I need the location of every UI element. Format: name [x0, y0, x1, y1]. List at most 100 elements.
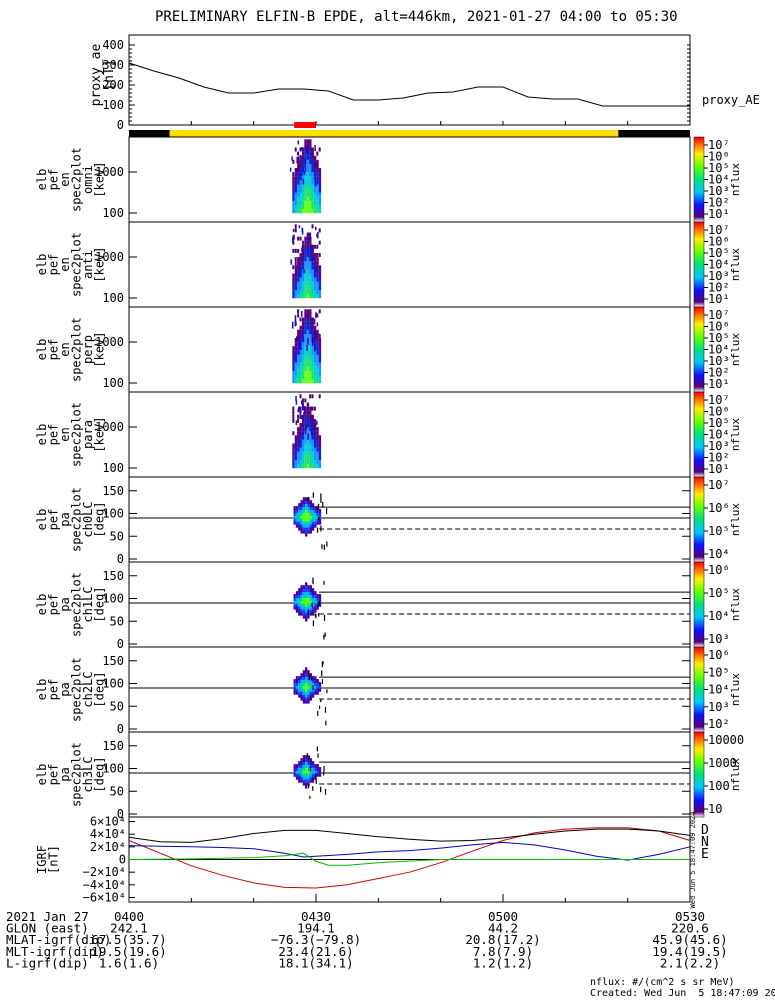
spectrogram-cell — [299, 188, 302, 193]
spectrogram-cell — [316, 435, 319, 440]
spectrogram-cell — [292, 204, 295, 210]
spectrogram-cell — [318, 265, 322, 270]
spectrogram-cell — [311, 281, 314, 286]
pitch-angle-cell — [311, 772, 315, 777]
spectrogram-cell — [311, 159, 314, 164]
spectrogram-cell — [301, 273, 305, 278]
spectrogram-cell — [294, 147, 297, 152]
spectrogram-cell — [311, 418, 314, 424]
spectrogram-cell — [309, 309, 312, 314]
pitch-angle-cell — [298, 679, 301, 683]
pitch-angle-cell — [316, 682, 319, 686]
spectrogram-cell — [294, 265, 298, 270]
pitch-angle-cell — [318, 515, 322, 519]
pitch-angle-cell — [311, 778, 315, 783]
spectrogram-speckle — [314, 179, 317, 187]
colorbar-tick-label: 10⁵ — [708, 586, 730, 600]
spectrogram-cell — [297, 439, 300, 444]
pitch-angle-cell — [316, 690, 319, 695]
xaxis-row-value: −76.3(−79.8) — [271, 932, 361, 947]
proxy-ae-line — [128, 62, 690, 107]
spectrogram-cell — [304, 188, 307, 193]
spectrogram-cell — [292, 346, 295, 351]
pitch-angle-cell — [309, 676, 312, 680]
spectrogram-cell — [294, 362, 298, 367]
pitch-angle-cell — [305, 696, 308, 701]
spectrogram-cell — [301, 329, 305, 334]
pitch-angle-cell — [311, 602, 315, 607]
spectrogram-ylabel: en — [58, 257, 72, 271]
spectrogram-cell — [304, 172, 307, 177]
pitch-angle-cell — [305, 673, 308, 677]
spectrogram-cell — [311, 244, 314, 249]
spectrogram-cell — [318, 443, 322, 448]
spectrogram-cell — [301, 455, 305, 460]
pitch-angle-cell — [305, 515, 308, 519]
spectrogram-cell — [311, 196, 314, 201]
spectrogram-cell — [316, 455, 319, 460]
pitch-angle-cell — [302, 682, 306, 686]
pitch-angle-speckle — [317, 503, 320, 509]
pitch-angle-cell — [302, 588, 306, 592]
spectrogram-cell — [306, 265, 310, 270]
colorbar-tick-label: 10⁶ — [708, 405, 730, 419]
spectrogram-speckle — [297, 140, 300, 145]
spectrogram-speckle — [314, 423, 316, 429]
spectrogram-cell — [299, 451, 302, 456]
spectrogram-cell — [311, 459, 314, 465]
pitch-angle-cell — [305, 512, 308, 516]
spectrogram-cell — [292, 294, 295, 299]
colorbar-tick-label: 10³ — [708, 700, 730, 714]
spectrogram-cell — [294, 224, 297, 229]
spectrogram-cell — [306, 196, 310, 201]
spectrogram-cell — [309, 236, 312, 241]
spectrogram-cell — [299, 204, 302, 210]
spectrogram-speckle — [307, 338, 309, 345]
pitch-angle-cell — [295, 597, 299, 601]
pitch-angle-cell — [307, 605, 310, 610]
pitch-angle-cell — [307, 764, 310, 768]
colorbar-tick-label: 10⁷ — [708, 478, 730, 492]
pitch-angle-speckle — [323, 634, 325, 640]
colorbar-tick-label: 10⁴ — [708, 173, 730, 187]
pitch-angle-cell — [311, 512, 315, 516]
pitch-angle-cell — [305, 685, 308, 689]
pitch-angle-cell — [293, 515, 296, 519]
pitch-angle-cell — [314, 512, 317, 516]
spectrogram-cell — [311, 447, 314, 452]
spectrogram-cell — [309, 423, 312, 428]
spectrogram-speckle — [313, 424, 315, 431]
spectrogram-cell — [294, 204, 298, 210]
science-zone-bar — [169, 130, 619, 137]
igrf-legend-D: D — [701, 823, 709, 838]
colorbar-tick-label: 100 — [708, 779, 730, 793]
colorbar-tick-label: 10000 — [708, 733, 744, 747]
spectrogram-cell — [294, 350, 298, 355]
spectrogram-cell — [306, 406, 310, 411]
pitch-angle-cell — [309, 500, 312, 505]
colorbar-tick-label: 10² — [708, 366, 730, 380]
spectrogram-cell — [301, 350, 305, 355]
pitch-angle-speckle — [325, 508, 328, 515]
spectrogram-cell — [309, 358, 312, 363]
pitch-angle-cell — [302, 497, 306, 502]
pitch-angle-cell — [298, 611, 301, 616]
spectrogram-cell — [299, 394, 302, 399]
pitch-tick-label: 50 — [110, 784, 124, 798]
spectrogram-cell — [318, 192, 322, 197]
spectrogram-cell — [311, 333, 314, 339]
pitch-angle-cell — [305, 772, 308, 777]
pitch-angle-cell — [311, 503, 315, 507]
ae-ylabel: [nT] — [102, 59, 117, 90]
spectrogram-cell — [294, 370, 298, 375]
colorbar-label: nflux — [729, 588, 742, 621]
pitch-angle-frame — [128, 476, 691, 563]
spectrogram-cell — [304, 309, 307, 314]
pitch-angle-cell — [309, 775, 312, 780]
spectrogram-ylabel: spec2plot — [70, 402, 84, 467]
spectrogram-cell — [299, 333, 302, 339]
spectrogram-cell — [313, 196, 317, 201]
pitch-angle-cell — [305, 676, 308, 680]
igrf-legend-N: N — [701, 835, 709, 850]
spectrogram-cell — [292, 180, 295, 185]
